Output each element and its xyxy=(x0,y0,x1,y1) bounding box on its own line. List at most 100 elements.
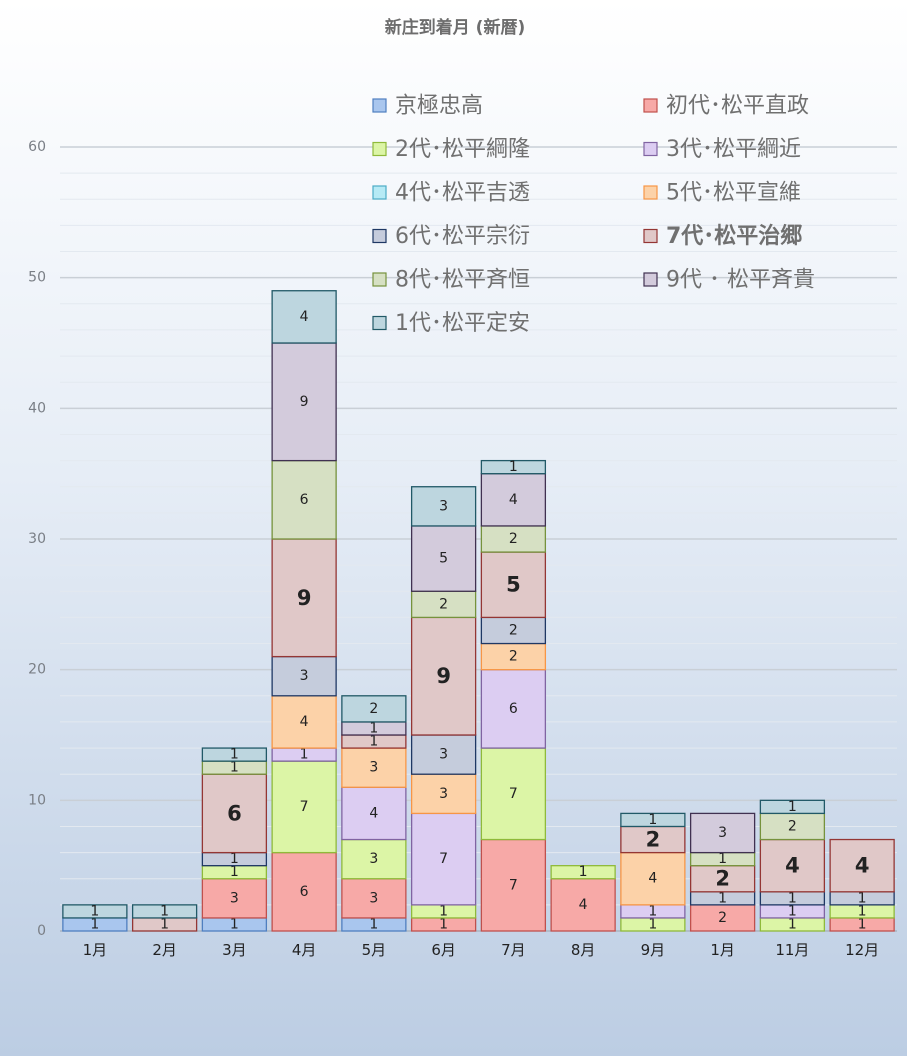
data-label: 1 xyxy=(788,890,797,906)
x-tick-label: 4月 xyxy=(292,941,317,959)
data-label: 2 xyxy=(788,818,797,834)
legend-label: 初代･松平直政 xyxy=(666,94,809,119)
data-label: 1 xyxy=(230,760,239,776)
data-label: 3 xyxy=(300,668,309,684)
data-label: 1 xyxy=(300,747,309,763)
legend-label: 6代･松平宗衍 xyxy=(395,224,530,249)
x-tick-label: 6月 xyxy=(431,941,456,959)
x-tick-label: 8月 xyxy=(571,941,596,959)
data-label: 2 xyxy=(646,828,661,852)
data-label: 4 xyxy=(855,854,870,878)
y-tick-label: 60 xyxy=(28,139,46,155)
data-label: 6 xyxy=(300,884,309,900)
bar-segment xyxy=(131,904,198,919)
bar-segment xyxy=(271,851,337,932)
legend-label: 2代･松平綱隆 xyxy=(395,137,530,162)
bar-segment xyxy=(410,773,477,815)
data-label: 4 xyxy=(509,492,518,508)
data-label: 1 xyxy=(858,916,867,932)
data-label: 1 xyxy=(718,890,727,906)
legend-swatch xyxy=(643,185,658,200)
data-label: 5 xyxy=(439,551,448,567)
bar-segment xyxy=(759,812,826,841)
legend-label: 4代･松平吉透 xyxy=(395,181,530,206)
data-label: 4 xyxy=(648,871,657,887)
bar-segment xyxy=(759,799,826,815)
data-label: 4 xyxy=(369,805,378,821)
data-label: 1 xyxy=(230,916,239,932)
bar-segment xyxy=(410,486,477,527)
legend-swatch xyxy=(372,141,387,157)
data-label: 7 xyxy=(439,851,448,867)
data-label: 3 xyxy=(718,825,727,841)
data-label: 1 xyxy=(160,916,169,932)
data-label: 1 xyxy=(439,916,448,932)
bar-segment xyxy=(341,747,407,788)
legend-swatch xyxy=(643,141,658,157)
bar-segment xyxy=(759,838,826,893)
data-label: 1 xyxy=(369,916,378,932)
legend-swatch xyxy=(643,98,658,113)
data-label: 4 xyxy=(300,714,309,730)
data-label: 1 xyxy=(579,864,588,880)
x-tick-label: 1月 xyxy=(83,941,108,959)
data-label: 6 xyxy=(227,801,242,825)
data-label: 6 xyxy=(300,492,309,508)
data-label: 1 xyxy=(230,864,239,880)
data-label: 3 xyxy=(439,498,448,514)
bar-segment xyxy=(271,459,337,540)
bar-segment xyxy=(271,760,337,854)
data-label: 1 xyxy=(718,851,727,867)
data-label: 7 xyxy=(509,786,518,802)
bar-segment xyxy=(410,812,477,906)
data-label: 1 xyxy=(230,747,239,763)
data-label: 2 xyxy=(439,596,448,612)
bar-segment xyxy=(480,459,547,475)
bar-segment xyxy=(480,525,547,553)
data-label: 1 xyxy=(509,459,518,475)
data-label: 1 xyxy=(788,799,797,815)
bar-segment xyxy=(480,747,547,841)
bar-segment xyxy=(271,342,337,462)
data-label: 2 xyxy=(509,649,518,665)
bar-segment xyxy=(341,838,407,880)
legend-swatch xyxy=(372,315,387,331)
bar-segment xyxy=(620,812,686,828)
x-tick-label: 2月 xyxy=(152,941,177,959)
bar-segment xyxy=(341,786,407,841)
x-tick-label: 3月 xyxy=(222,941,247,959)
x-tick-label: 1月 xyxy=(710,941,735,959)
legend-label: 1代･松平定安 xyxy=(395,311,530,336)
data-label: 1 xyxy=(369,734,378,750)
data-label: 1 xyxy=(858,890,867,906)
data-label: 7 xyxy=(509,877,518,893)
legend-swatch xyxy=(372,272,387,287)
data-label: 3 xyxy=(230,890,239,906)
bar-segment xyxy=(201,747,268,762)
legend-label: 3代･松平綱近 xyxy=(666,137,801,162)
bar-segment xyxy=(410,616,477,736)
y-tick-label: 50 xyxy=(28,270,46,286)
bar-segment xyxy=(829,838,895,893)
bar-segment xyxy=(271,538,337,658)
data-label: 9 xyxy=(297,586,312,610)
legend-swatch xyxy=(372,185,387,200)
data-label: 1 xyxy=(648,812,657,828)
data-label: 3 xyxy=(369,851,378,867)
x-tick-label: 12月 xyxy=(845,941,879,959)
chart-title: 新庄到着月 (新暦) xyxy=(385,17,525,38)
bar-segment xyxy=(271,695,337,749)
data-label: 1 xyxy=(90,916,99,932)
y-tick-label: 20 xyxy=(28,662,46,678)
legend-label: 京極忠高 xyxy=(395,94,483,119)
data-label: 5 xyxy=(506,573,521,597)
x-tick-label: 9月 xyxy=(641,941,666,959)
bar-segment xyxy=(341,878,407,919)
legend-label: 9代 ･ 松平斉貴 xyxy=(666,268,815,293)
data-label: 1 xyxy=(369,720,378,736)
data-label: 4 xyxy=(300,309,309,325)
y-tick-label: 30 xyxy=(28,531,46,547)
bar-segment xyxy=(550,878,616,932)
data-label: 1 xyxy=(648,903,657,919)
